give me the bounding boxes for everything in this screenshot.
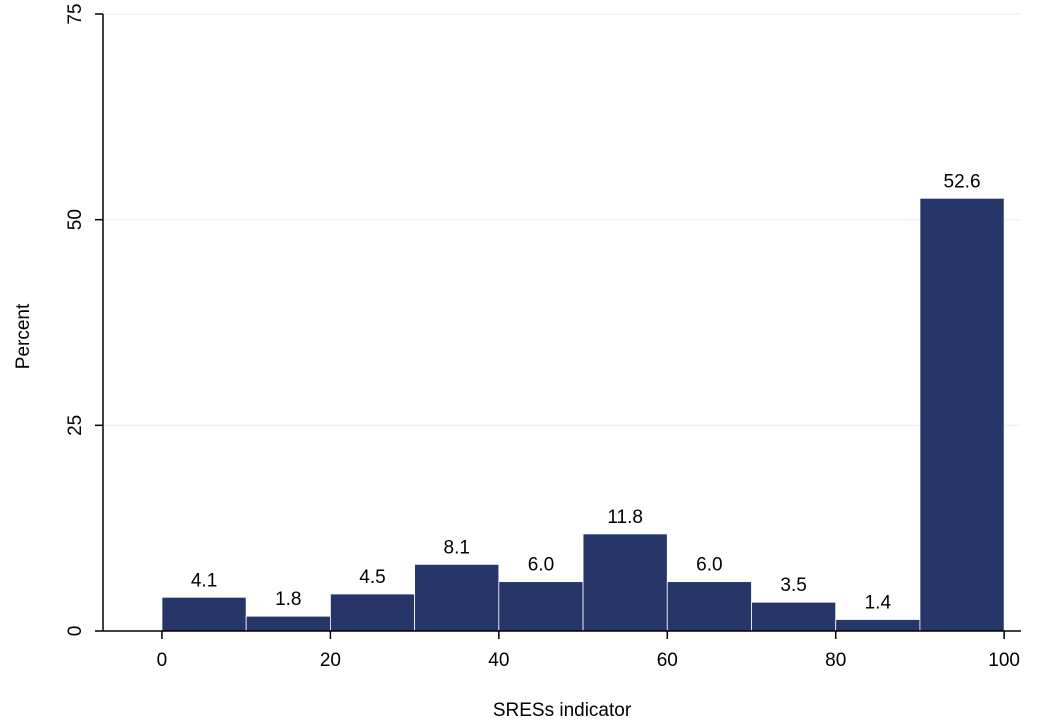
data-labels: 4.1 1.8 4.5 8.1 6.0 11.8 6.0 3.5 1.4 52.6	[191, 171, 981, 613]
bar-value-label-3: 8.1	[444, 537, 470, 558]
x-tick-label-0: 0	[157, 650, 168, 671]
grid-lines	[103, 13, 1021, 427]
y-tick-label-3: 75	[65, 3, 86, 24]
x-tick-label-2: 40	[488, 650, 509, 671]
bar-4	[498, 581, 584, 632]
x-tick-label-3: 60	[657, 650, 678, 671]
y-tick-label-2: 50	[65, 209, 86, 230]
axes	[102, 14, 1021, 632]
y-axis-title: Percent	[13, 303, 34, 369]
bar-value-label-7: 3.5	[780, 575, 806, 596]
y-tick-label-0: 0	[65, 626, 86, 637]
bar-value-label-8: 1.4	[865, 592, 892, 613]
bars	[161, 197, 1005, 632]
bar-2	[329, 593, 416, 632]
bar-value-label-5: 11.8	[607, 507, 643, 528]
bar-5	[582, 533, 668, 632]
x-tick-label-4: 80	[825, 650, 846, 671]
bar-value-label-9: 52.6	[944, 171, 981, 192]
bar-8	[835, 619, 921, 632]
x-tick-label-1: 20	[320, 650, 341, 671]
y-axis-ticks: 0 25 50 75	[65, 3, 103, 636]
bar-0	[161, 596, 247, 632]
bar-value-label-6: 6.0	[696, 555, 722, 576]
x-axis-title: SRESs indicator	[493, 700, 632, 721]
x-axis-ticks: 0 20 40 60 80 100	[157, 631, 1020, 671]
y-tick-label-1: 25	[65, 415, 86, 436]
bar-value-label-4: 6.0	[528, 555, 554, 576]
bar-value-label-2: 4.5	[359, 567, 385, 588]
bar-3	[414, 563, 500, 632]
bar-9	[919, 197, 1005, 632]
x-tick-label-5: 100	[988, 650, 1020, 671]
bar-value-label-0: 4.1	[191, 570, 217, 591]
bar-1	[245, 615, 331, 632]
bar-value-label-1: 1.8	[275, 589, 301, 610]
bar-7	[751, 601, 837, 632]
bar-6	[666, 581, 752, 632]
